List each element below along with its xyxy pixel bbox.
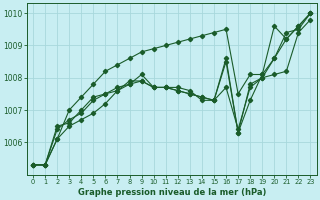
X-axis label: Graphe pression niveau de la mer (hPa): Graphe pression niveau de la mer (hPa) [77, 188, 266, 197]
